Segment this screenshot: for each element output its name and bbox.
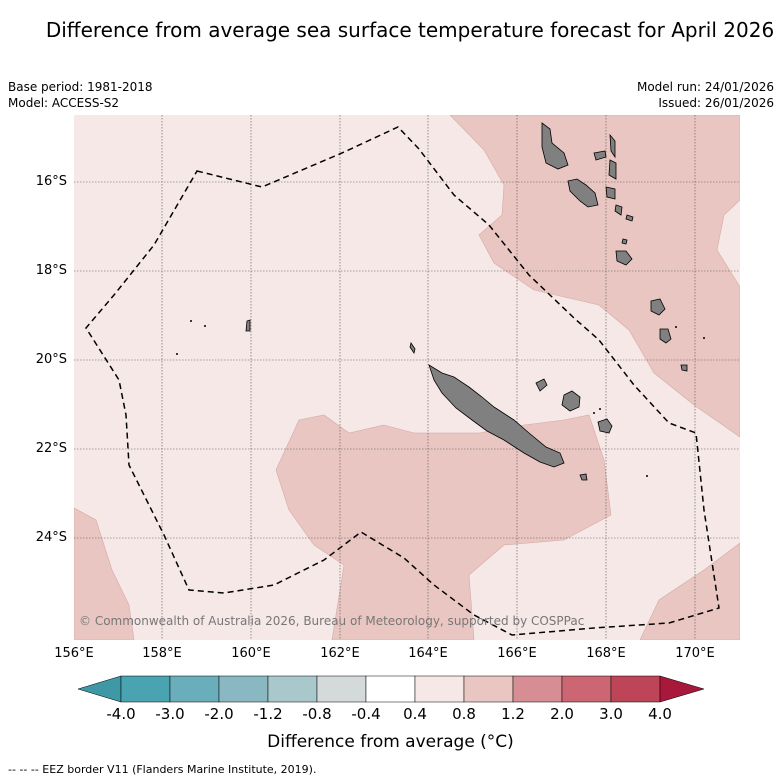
colorbar-segment xyxy=(610,675,661,703)
lat-label: 24°S xyxy=(35,530,67,545)
meta-left: Base period: 1981-2018 Model: ACCESS-S2 xyxy=(8,79,153,111)
colorbar-tick: -3.0 xyxy=(155,705,185,723)
colorbar-graphic xyxy=(77,675,705,703)
colorbar-tick: 0.8 xyxy=(452,705,476,723)
anomaly-band-ne xyxy=(449,115,740,438)
map-canvas xyxy=(74,115,740,640)
sst-map xyxy=(74,115,740,640)
colorbar-segment xyxy=(218,675,269,703)
colorbar-segment xyxy=(77,675,122,703)
colorbar xyxy=(77,674,706,708)
colorbar-segment xyxy=(267,675,318,703)
colorbar-tick: -0.8 xyxy=(302,705,332,723)
colorbar-title: Difference from average (°C) xyxy=(267,732,514,752)
colorbar-segment xyxy=(512,675,563,703)
lon-label: 158°E xyxy=(142,646,182,661)
colorbar-segment xyxy=(120,675,171,703)
lon-label: 166°E xyxy=(497,646,537,661)
malakula-island xyxy=(567,178,599,208)
anomaly-band-sw xyxy=(74,507,135,640)
gridlines xyxy=(74,115,740,640)
issued-date: Issued: 26/01/2026 xyxy=(658,96,774,110)
colorbar-tick: -0.4 xyxy=(351,705,381,723)
colorbar-segment xyxy=(659,675,705,703)
lat-label: 22°S xyxy=(35,441,67,456)
colorbar-tick: 3.0 xyxy=(599,705,623,723)
colorbar-tick: 4.0 xyxy=(648,705,672,723)
colorbar-segment xyxy=(365,675,416,703)
colorbar-segment xyxy=(169,675,220,703)
colorbar-segment xyxy=(316,675,367,703)
erromango-island xyxy=(650,298,666,316)
colorbar-segment xyxy=(414,675,465,703)
land-masses xyxy=(245,122,688,481)
model-name: Model: ACCESS-S2 xyxy=(8,96,120,110)
espiritu-santo-island xyxy=(541,122,569,170)
lon-label: 160°E xyxy=(231,646,271,661)
lat-label: 18°S xyxy=(35,263,67,278)
eez-legend-footer: -- -- -- EEZ border V11 (Flanders Marine… xyxy=(8,763,317,776)
lat-label: 20°S xyxy=(35,352,67,367)
mare-island xyxy=(597,418,613,434)
anomaly-band-se xyxy=(639,542,740,640)
meta-right: Model run: 24/01/2026 Issued: 26/01/2026 xyxy=(637,79,774,111)
new-caledonia-island xyxy=(428,364,565,468)
model-run: Model run: 24/01/2026 xyxy=(636,80,774,94)
colorbar-tick: -1.2 xyxy=(253,705,283,723)
colorbar-tick: -2.0 xyxy=(204,705,234,723)
colorbar-tick: -4.0 xyxy=(106,705,136,723)
copyright-notice: © Commonwealth of Australia 2026, Bureau… xyxy=(79,614,585,628)
eez-border xyxy=(85,126,720,636)
lifou-island xyxy=(561,390,581,412)
lon-label: 156°E xyxy=(54,646,94,661)
efate-island xyxy=(615,250,633,266)
map-title: Difference from average sea surface temp… xyxy=(45,18,775,42)
lon-label: 168°E xyxy=(586,646,626,661)
colorbar-tick: 0.4 xyxy=(403,705,427,723)
colorbar-segment xyxy=(561,675,612,703)
lon-label: 162°E xyxy=(320,646,360,661)
colorbar-tick: 1.2 xyxy=(501,705,525,723)
tanna-island xyxy=(659,328,672,344)
reef-dots xyxy=(176,320,705,477)
lon-label: 164°E xyxy=(408,646,448,661)
lat-label: 16°S xyxy=(35,174,67,189)
base-period: Base period: 1981-2018 xyxy=(8,80,153,94)
lon-label: 170°E xyxy=(675,646,715,661)
colorbar-segment xyxy=(463,675,514,703)
colorbar-tick: 2.0 xyxy=(550,705,574,723)
